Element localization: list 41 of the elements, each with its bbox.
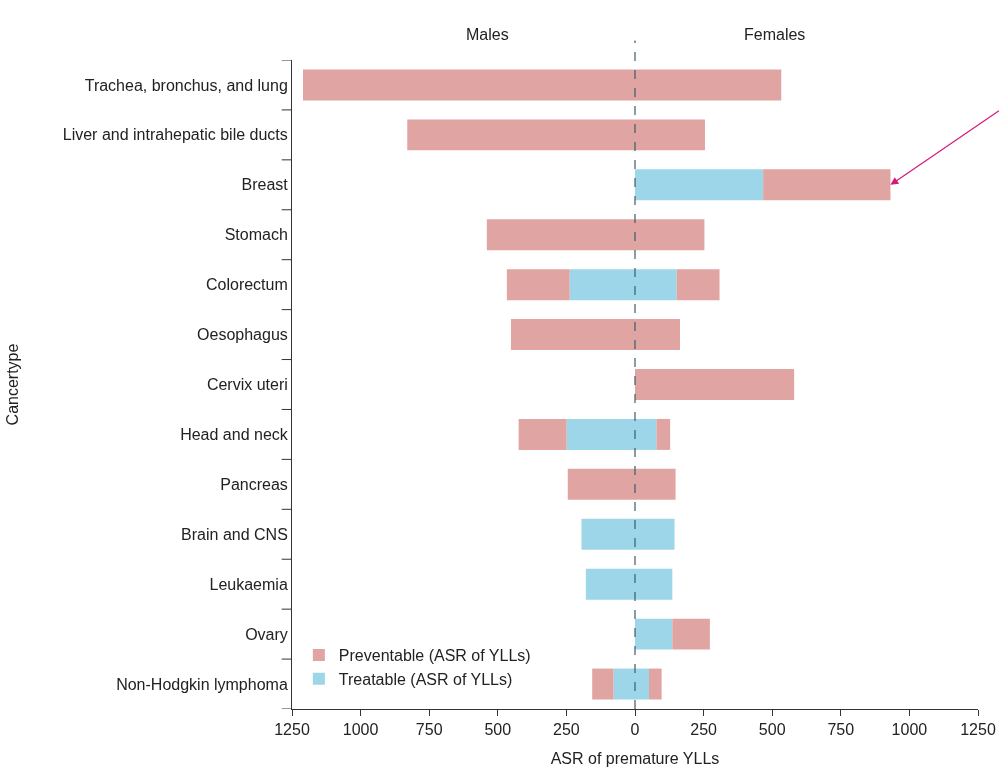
x-tick-label: 500	[758, 721, 786, 739]
y-tick-label: Brain and CNS	[181, 525, 288, 543]
text: Females	[744, 26, 806, 43]
x-tick-label: 500	[484, 721, 512, 739]
bar	[676, 269, 720, 301]
y-tick-label: Ovary	[245, 625, 288, 643]
y-tick-label: Leukaemia	[209, 575, 288, 593]
legend-label: Treatable (ASR of YLLs)	[338, 670, 513, 688]
legend-label: Preventable (ASR of YLLs)	[338, 647, 531, 665]
x-tick-label: 0	[630, 721, 640, 739]
x-tick-label: 1250	[960, 721, 996, 739]
x-tick-label: 250	[553, 721, 580, 739]
bar	[763, 169, 891, 201]
bar	[656, 418, 671, 450]
y-tick-label: Pancreas	[220, 475, 288, 493]
y-tick-label: Non-Hodgkin lymphoma	[116, 675, 288, 693]
x-tick-label: 750	[415, 721, 443, 739]
y-tick-label: Head and neck	[180, 426, 289, 444]
y-tick-label: Oesophagus	[197, 326, 288, 344]
y-tick-label: Cervix uteri	[206, 376, 288, 394]
bar	[648, 668, 662, 700]
y-tick-label: Breast	[241, 176, 289, 194]
y-tick-label: Trachea, bronchus, and lung	[84, 76, 288, 94]
text: Males	[466, 26, 509, 43]
x-tick-label: 1000	[891, 721, 928, 739]
bar	[635, 618, 673, 650]
x-tick-label: 750	[827, 721, 855, 739]
y-tick-label: Colorectum	[205, 276, 288, 294]
bar	[592, 668, 614, 700]
bar	[635, 169, 764, 201]
x-tick-label: 1000	[342, 721, 379, 739]
x-tick-label: 250	[690, 721, 718, 739]
x-axis-title: ASR of premature YLLs	[550, 749, 720, 767]
y-tick-label: Liver and intrahepatic bile ducts	[62, 126, 288, 144]
y-tick-label: Stomach	[224, 226, 288, 244]
bar	[635, 369, 795, 400]
bar	[672, 618, 710, 650]
bar	[506, 269, 570, 301]
x-tick-label: 1250	[274, 721, 310, 739]
y-axis-title: Cancertype	[3, 343, 21, 426]
bar	[518, 418, 567, 450]
